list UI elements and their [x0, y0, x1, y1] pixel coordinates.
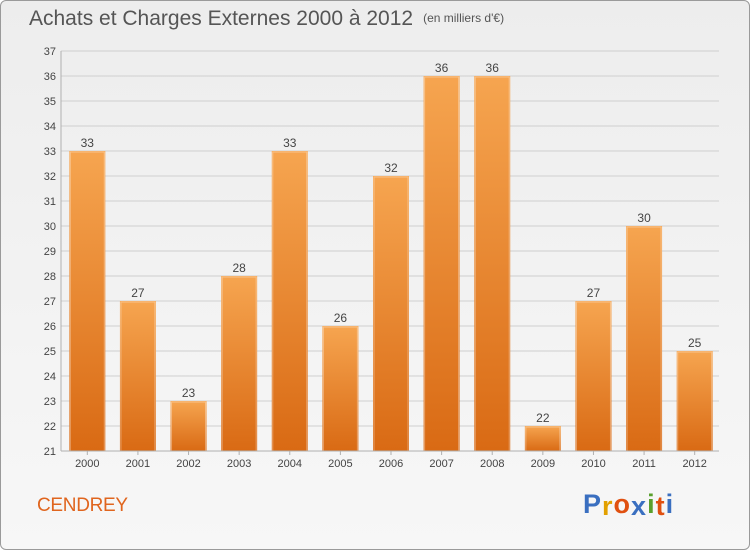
y-tick-label: 33 — [44, 146, 56, 158]
axes: 21 22 23 24 25 26 27 28 29 30 31 32 33 34 35 36 37 2000 20… — [44, 46, 719, 470]
data-label: 36 — [486, 61, 500, 75]
x-tick-label: 2001 — [126, 458, 150, 470]
x-tick-label: 2012 — [682, 458, 706, 470]
bar — [221, 276, 258, 451]
logo-letter: x — [631, 491, 648, 521]
data-label: 36 — [435, 61, 449, 75]
data-label: 33 — [283, 136, 297, 150]
x-tick-label: 2004 — [278, 458, 302, 470]
commune-name: CENDREY — [37, 495, 128, 516]
y-tick-label: 21 — [44, 446, 56, 458]
data-label: 27 — [587, 286, 601, 300]
y-tick-label: 37 — [44, 46, 56, 58]
y-tick-label: 28 — [44, 271, 56, 283]
data-label: 23 — [182, 386, 196, 400]
y-tick-label: 24 — [44, 371, 56, 383]
bar — [119, 301, 156, 451]
proxiti-logo: Proxiti — [583, 489, 675, 521]
chart-title: Achats et Charges Externes 2000 à 2012 (e… — [29, 7, 504, 31]
bar — [373, 176, 409, 451]
y-tick-label: 31 — [44, 196, 56, 208]
x-tick-label: 2007 — [429, 458, 453, 470]
y-tick-label: 30 — [44, 221, 56, 233]
bar — [474, 76, 511, 451]
logo-letter: o — [613, 489, 632, 519]
logo-letter: i — [647, 489, 656, 519]
bar — [524, 426, 561, 451]
y-tick-label: 25 — [44, 346, 56, 358]
data-label: 27 — [131, 286, 145, 300]
chart-title-text: Achats et Charges Externes 2000 à 2012 — [29, 7, 414, 30]
bar — [322, 326, 359, 451]
logo-letter: r — [602, 491, 614, 521]
y-tick-label: 27 — [44, 296, 56, 308]
logo-letter: t — [655, 491, 666, 521]
data-label: 30 — [637, 211, 651, 225]
y-tick-label: 34 — [44, 121, 56, 133]
data-label: 33 — [81, 136, 95, 150]
y-tick-label: 32 — [44, 171, 56, 183]
bar — [423, 76, 460, 451]
x-tick-label: 2003 — [227, 458, 251, 470]
bar — [170, 401, 207, 451]
bar — [69, 151, 106, 451]
logo-letter: P — [583, 489, 603, 519]
y-tick-label: 26 — [44, 321, 56, 333]
y-tick-label: 36 — [44, 71, 56, 83]
y-tick-label: 29 — [44, 246, 56, 258]
data-label: 32 — [384, 161, 398, 175]
y-tick-label: 22 — [44, 421, 56, 433]
x-tick-label: 2006 — [379, 458, 403, 470]
bar — [271, 151, 308, 451]
x-tick-label: 2011 — [632, 458, 656, 470]
x-tick-label: 2008 — [480, 458, 504, 470]
bar — [575, 301, 612, 451]
bar — [626, 226, 663, 451]
x-tick-label: 2000 — [75, 458, 99, 470]
chart-unit: (en milliers d'€) — [423, 11, 505, 25]
data-label: 25 — [688, 336, 702, 350]
bar — [676, 351, 713, 451]
y-tick-label: 23 — [44, 396, 56, 408]
data-label: 28 — [232, 261, 246, 275]
data-label: 26 — [334, 311, 348, 325]
logo-letter: i — [665, 489, 675, 519]
y-tick-label: 35 — [44, 96, 56, 108]
x-tick-label: 2002 — [176, 458, 200, 470]
bars: 33 27 23 28 33 26 32 36 36 22 27 30 25 — [69, 61, 713, 452]
x-tick-label: 2010 — [581, 458, 605, 470]
data-label: 22 — [536, 411, 550, 425]
x-tick-label: 2005 — [328, 458, 352, 470]
x-tick-label: 2009 — [531, 458, 555, 470]
